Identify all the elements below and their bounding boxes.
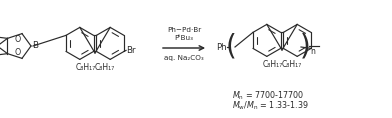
Text: (: ( xyxy=(226,32,236,60)
Text: C₈H₁₇: C₈H₁₇ xyxy=(263,60,283,69)
Text: ): ) xyxy=(299,32,310,60)
Text: PᵗBu₃: PᵗBu₃ xyxy=(174,35,194,41)
Text: O: O xyxy=(15,48,21,57)
Text: $\mathit{M}_{\mathrm{n}}$ = 7700-17700: $\mathit{M}_{\mathrm{n}}$ = 7700-17700 xyxy=(232,89,304,101)
Text: $\mathit{M}_{\mathrm{w}}$/$\mathit{M}_{\mathrm{n}}$ = 1.33-1.39: $\mathit{M}_{\mathrm{w}}$/$\mathit{M}_{\… xyxy=(232,100,309,112)
Text: B: B xyxy=(32,42,38,51)
Text: aq. Na₂CO₃: aq. Na₂CO₃ xyxy=(164,55,204,61)
Text: C₈H₁₇: C₈H₁₇ xyxy=(95,63,115,72)
Text: C₈H₁₇: C₈H₁₇ xyxy=(282,60,302,69)
Text: C₈H₁₇: C₈H₁₇ xyxy=(76,63,96,72)
Text: Br: Br xyxy=(126,46,136,55)
Text: O: O xyxy=(15,35,21,44)
Text: Ph: Ph xyxy=(216,42,227,51)
Text: n: n xyxy=(310,48,315,57)
Text: Ph−Pd·Br: Ph−Pd·Br xyxy=(167,27,201,33)
